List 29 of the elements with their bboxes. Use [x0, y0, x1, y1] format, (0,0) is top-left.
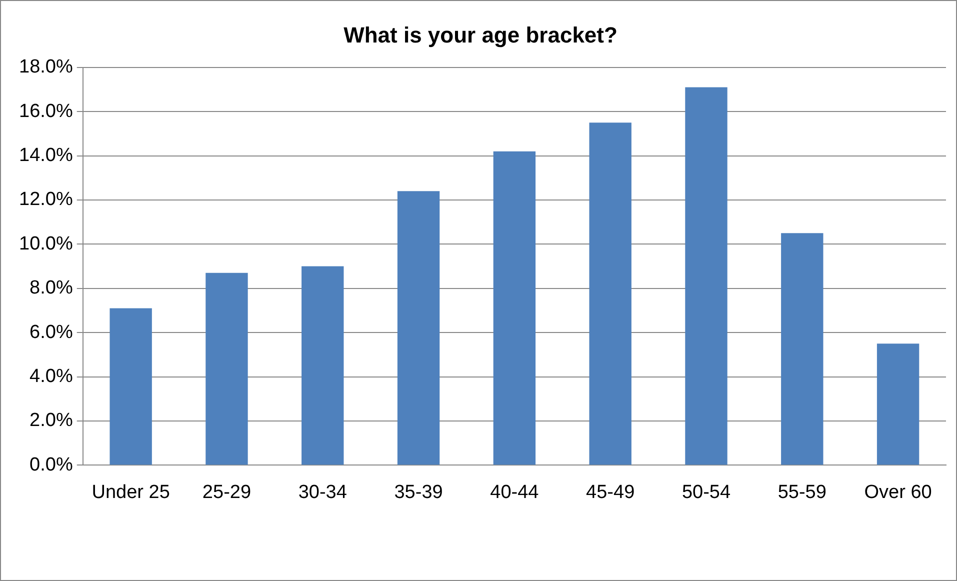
- y-tick-label: 6.0%: [30, 322, 73, 343]
- bar: [685, 87, 728, 465]
- x-tick-label: 30-34: [298, 482, 348, 503]
- y-tick-label: 0.0%: [30, 454, 73, 476]
- y-tick-label: 2.0%: [30, 410, 73, 432]
- bar: [493, 151, 536, 465]
- x-tick-label: 25-29: [202, 482, 252, 503]
- x-tick-label: 55-59: [778, 482, 826, 503]
- bar: [781, 233, 824, 465]
- bar: [876, 344, 920, 465]
- y-tick-label: 4.0%: [30, 366, 73, 388]
- y-tick-label: 8.0%: [30, 278, 73, 299]
- bar: [397, 191, 440, 465]
- y-tick-label: 12.0%: [19, 189, 73, 210]
- x-tick-label: Under 25: [92, 482, 170, 503]
- bar: [302, 266, 344, 465]
- x-tick-label: Over 60: [864, 482, 932, 503]
- bar: [110, 308, 152, 465]
- bar: [206, 272, 248, 465]
- y-tick-label: 14.0%: [19, 145, 73, 166]
- x-tick-label: 45-49: [586, 482, 635, 503]
- y-tick-label: 18.0%: [19, 56, 73, 78]
- x-tick-label: 40-44: [490, 482, 540, 503]
- chart-title: What is your age bracket?: [344, 22, 618, 48]
- x-tick-label: 35-39: [394, 482, 443, 503]
- bar: [589, 122, 632, 465]
- y-tick-label: 16.0%: [19, 100, 73, 122]
- x-tick-label: 50-54: [682, 482, 731, 503]
- y-tick-label: 10.0%: [19, 233, 73, 254]
